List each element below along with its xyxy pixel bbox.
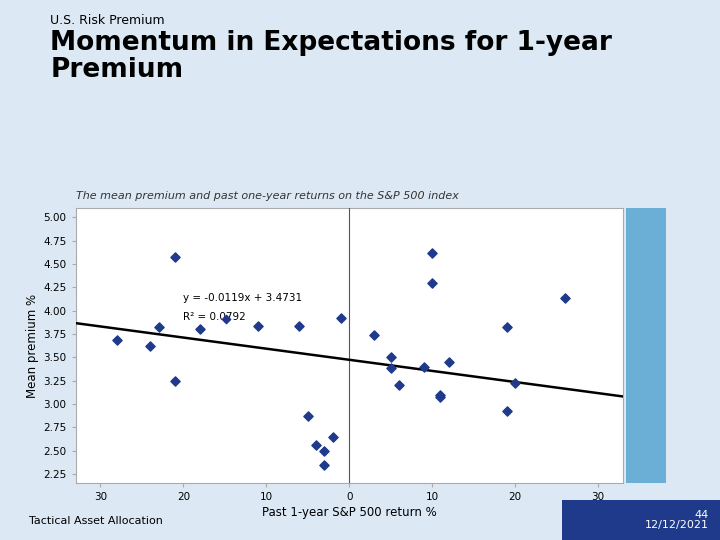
Text: U.S. Risk Premium: U.S. Risk Premium [50, 14, 165, 26]
Point [418, 362, 430, 371]
Text: 44: 44 [695, 510, 709, 519]
Point [369, 330, 380, 339]
Point [252, 322, 264, 331]
Text: 12/12/2021: 12/12/2021 [645, 520, 709, 530]
Point [318, 446, 330, 455]
Text: Momentum in Expectations for 1-year
Premium: Momentum in Expectations for 1-year Prem… [50, 30, 612, 83]
Point [310, 441, 322, 449]
Point [318, 460, 330, 469]
Point [501, 323, 513, 332]
Text: y = -0.0119x + 3.4731: y = -0.0119x + 3.4731 [184, 293, 302, 303]
Point [443, 357, 454, 366]
Text: The mean premium and past one-year returns on the S&P 500 index: The mean premium and past one-year retur… [76, 191, 459, 201]
Point [153, 323, 164, 332]
Point [327, 433, 338, 441]
Point [169, 376, 181, 385]
Point [194, 325, 206, 334]
Point [426, 278, 438, 287]
Point [335, 314, 346, 322]
Point [145, 342, 156, 350]
Point [221, 315, 233, 324]
Point [385, 364, 397, 373]
Point [426, 248, 438, 257]
Point [393, 381, 405, 389]
Point [169, 253, 181, 262]
Point [112, 336, 123, 345]
Point [509, 379, 521, 388]
Y-axis label: Mean premium %: Mean premium % [26, 294, 39, 397]
Point [501, 407, 513, 416]
Point [559, 294, 570, 303]
Text: Tactical Asset Allocation: Tactical Asset Allocation [29, 516, 163, 526]
Text: R² = 0.0792: R² = 0.0792 [184, 312, 246, 322]
Point [435, 390, 446, 399]
Point [435, 393, 446, 402]
Point [385, 353, 397, 362]
Point [302, 412, 313, 421]
Point [294, 322, 305, 331]
X-axis label: Past 1-year S&P 500 return %: Past 1-year S&P 500 return % [262, 507, 436, 519]
